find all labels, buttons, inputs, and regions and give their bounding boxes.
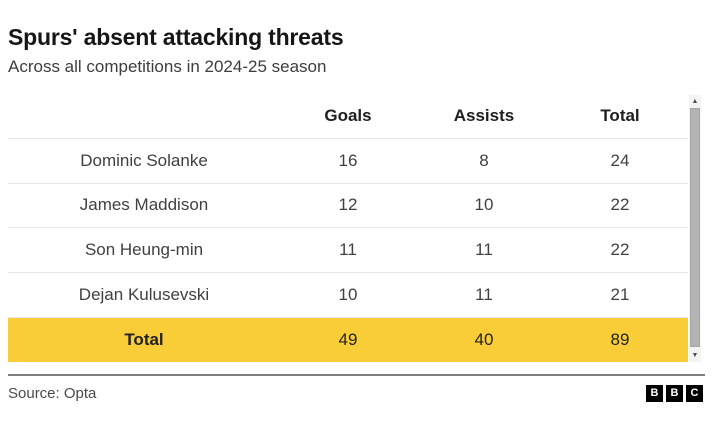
table-row: Dejan Kulusevski 10 11 21 [8, 272, 688, 317]
total-total-value: 89 [610, 329, 630, 349]
goals-value: 12 [338, 195, 358, 215]
player-name: Son Heung-min [84, 240, 204, 260]
assists-value: 8 [479, 150, 489, 170]
goals-value: 10 [338, 285, 358, 305]
bbc-logo-block: C [686, 384, 703, 402]
table-header-row: Goals Assists Total [8, 95, 688, 138]
header: Spurs' absent attacking threats Across a… [0, 24, 713, 78]
player-name: James Maddison [79, 195, 209, 215]
bbc-logo-block: B [666, 384, 683, 402]
infographic-card: Spurs' absent attacking threats Across a… [0, 24, 713, 402]
table-row: Son Heung-min 11 11 22 [8, 227, 688, 272]
stats-table: Goals Assists Total Dominic Solanke 16 8… [8, 95, 688, 362]
page-title: Spurs' absent attacking threats [8, 24, 344, 50]
total-assists-value: 40 [474, 329, 494, 349]
total-value: 22 [610, 240, 630, 260]
total-value: 22 [610, 195, 630, 215]
footer: Source: Opta B B C [0, 376, 713, 402]
scroll-up-icon[interactable]: ▲ [691, 97, 699, 105]
vertical-scrollbar[interactable]: ▲ ▼ [689, 94, 701, 362]
assists-value: 11 [475, 240, 493, 260]
total-value: 24 [610, 150, 630, 170]
scroll-down-icon[interactable]: ▼ [691, 351, 699, 359]
table-row: James Maddison 12 10 22 [8, 182, 688, 228]
goals-value: 11 [339, 240, 357, 260]
footer-divider [8, 373, 705, 376]
bbc-logo: B B C [646, 384, 703, 402]
column-header-assists: Assists [453, 106, 515, 126]
bbc-logo-block: B [646, 384, 663, 402]
stats-table-container: Goals Assists Total Dominic Solanke 16 8… [8, 94, 701, 362]
column-header-total: Total [600, 106, 640, 126]
player-name: Dejan Kulusevski [78, 285, 210, 305]
table-total-row: Total 49 40 89 [8, 316, 688, 362]
column-header-goals: Goals [324, 106, 372, 126]
player-name: Dominic Solanke [80, 150, 208, 170]
total-value: 21 [610, 285, 630, 305]
assists-value: 10 [474, 195, 494, 215]
total-row-label: Total [124, 329, 164, 349]
total-goals-value: 49 [338, 329, 358, 349]
source-attribution: Source: Opta [8, 384, 97, 402]
assists-value: 11 [475, 285, 493, 305]
table-row: Dominic Solanke 16 8 24 [8, 137, 688, 183]
goals-value: 16 [338, 150, 358, 170]
scrollbar-thumb[interactable] [690, 107, 700, 347]
page-subtitle: Across all competitions in 2024-25 seaso… [8, 57, 327, 77]
